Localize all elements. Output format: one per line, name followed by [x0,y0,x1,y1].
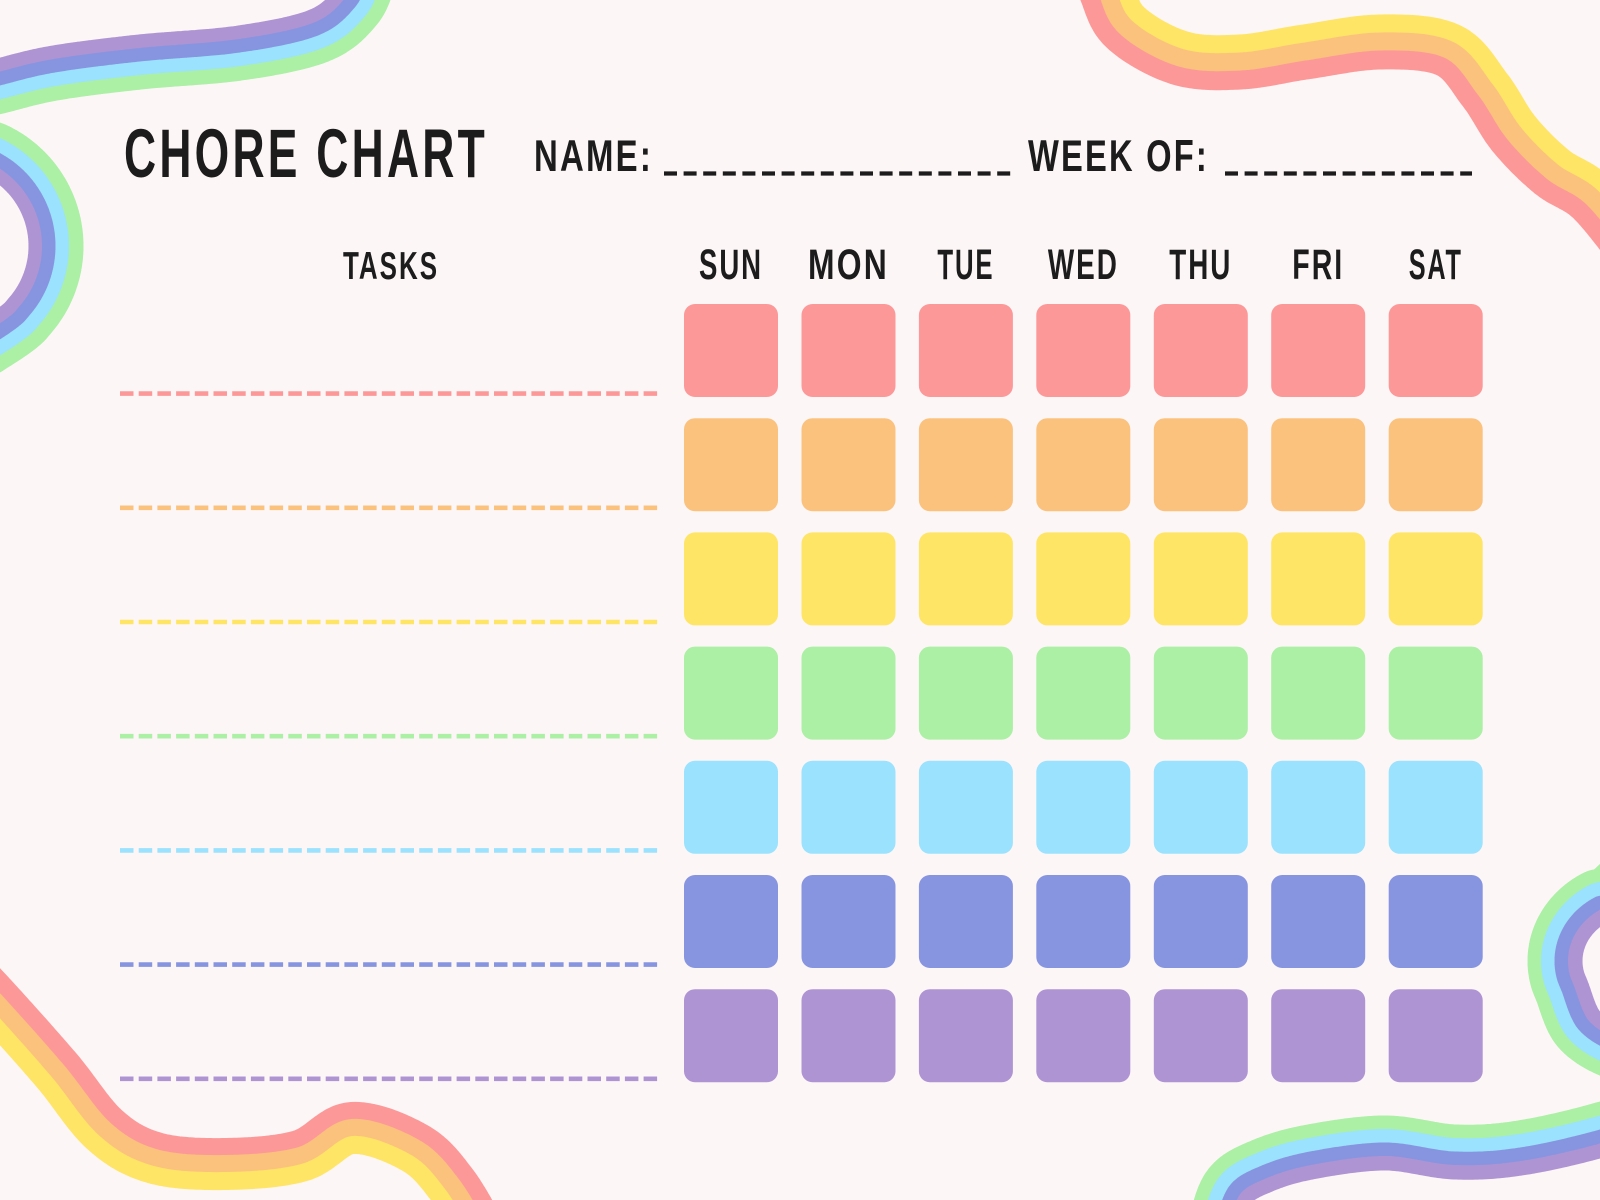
svg-text:FRI: FRI [1292,241,1344,289]
svg-text:TUE: TUE [937,241,994,289]
svg-text:CHORE CHART: CHORE CHART [124,116,488,192]
svg-text:WED: WED [1048,241,1119,289]
svg-text:NAME:: NAME: [534,132,653,181]
svg-text:SUN: SUN [699,241,763,289]
svg-text:MON: MON [808,241,889,289]
svg-text:TASKS: TASKS [343,245,439,288]
svg-text:THU: THU [1169,241,1232,289]
svg-text:WEEK OF:: WEEK OF: [1028,132,1209,181]
svg-text:SAT: SAT [1409,241,1463,289]
